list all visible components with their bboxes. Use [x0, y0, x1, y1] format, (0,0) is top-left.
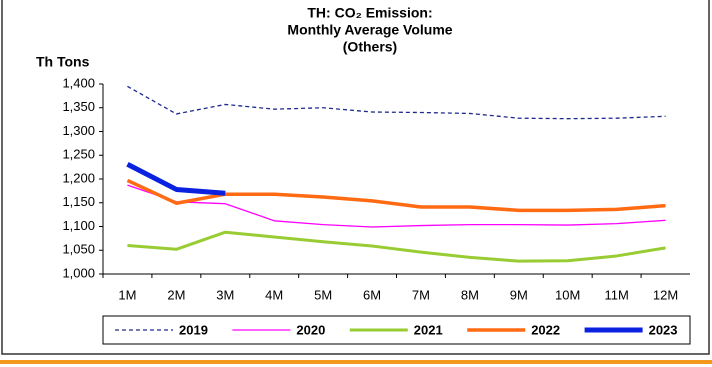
legend-box: [102, 315, 691, 345]
y-tick-label: 1,000: [62, 265, 95, 280]
x-tick-label: 1M: [118, 287, 136, 302]
y-axis-label: Th Tons: [36, 54, 90, 70]
legend-label: 2021: [414, 322, 443, 337]
legend-label: 2023: [649, 322, 678, 337]
series-line: [126, 178, 666, 213]
y-tick-label: 1,050: [62, 242, 95, 257]
chart-frame: [1, 0, 710, 355]
x-tick-label: 2M: [167, 287, 185, 302]
x-tick-label: 6M: [363, 287, 381, 302]
y-tick-label: 1,300: [62, 123, 95, 138]
x-tick-label: 5M: [314, 287, 332, 302]
x-tick-label: 7M: [412, 287, 430, 302]
chart-title: TH: CO₂ Emission:: [307, 5, 432, 21]
x-tick-label: 3M: [216, 287, 234, 302]
y-tick-label: 1,100: [62, 218, 95, 233]
x-tick-label: 4M: [265, 287, 283, 302]
y-tick-label: 1,200: [62, 170, 95, 185]
series-line: [126, 162, 226, 196]
series-line: [127, 230, 666, 263]
y-tick-label: 1,350: [62, 99, 95, 114]
bottom-rule: [0, 360, 712, 364]
y-tick-label: 1,400: [62, 75, 95, 90]
series-line: [127, 184, 666, 228]
x-tick-label: 11M: [604, 287, 628, 302]
series-line: [127, 85, 666, 120]
y-tick-label: 1,250: [62, 147, 95, 162]
legend-label: 2019: [179, 322, 208, 337]
legend-label: 2020: [296, 322, 325, 337]
x-tick-label: 12M: [653, 287, 678, 302]
x-tick-label: 10M: [555, 287, 580, 302]
x-tick-label: 9M: [510, 287, 528, 302]
x-tick-label: 8M: [461, 287, 479, 302]
chart-title: Monthly Average Volume: [287, 22, 452, 38]
y-tick-label: 1,150: [62, 194, 95, 209]
legend-label: 2022: [531, 322, 560, 337]
chart-title: (Others): [343, 39, 397, 55]
